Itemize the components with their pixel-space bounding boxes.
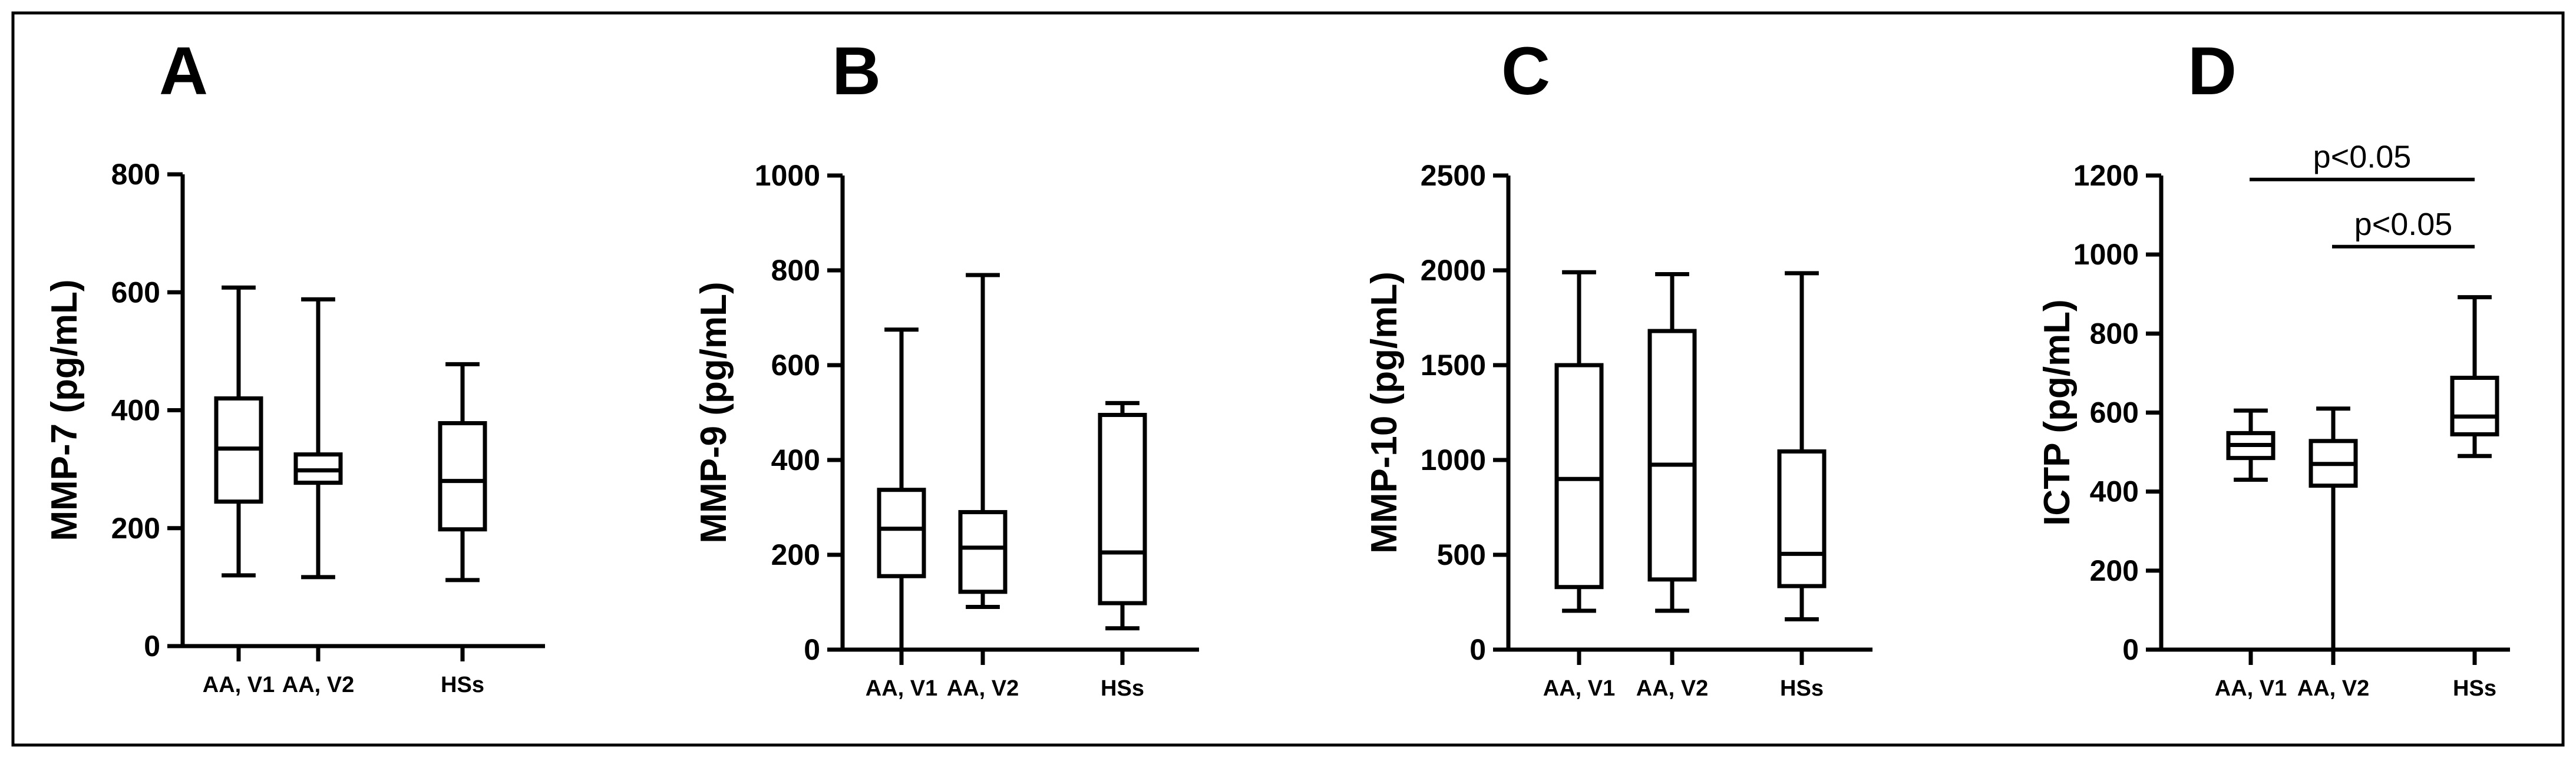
iqr-box [438,421,487,532]
x-category-label: AA, V1 [203,673,275,697]
y-tick-label: 1200 [2073,159,2139,192]
box-plot-2 [438,362,487,582]
panel-letter: B [832,34,881,109]
y-axis-title: ICTP (pg/mL) [2037,299,2078,526]
box-plot-2 [1098,400,1147,631]
y-tick-label: 800 [2090,317,2139,350]
chart-panel-c: C 0 500 1000 1500 2000 2500 MMP-10 (pg/mL) AA, V… [1364,34,1872,701]
x-category-label: AA, V1 [866,676,937,701]
x-category-label: HSs [1780,676,1824,701]
y-tick-label: 2000 [1421,254,1486,287]
y-tick-label: 400 [2090,475,2139,508]
iqr-box [1098,413,1147,605]
y-tick-label: 2500 [1421,159,1486,192]
box-plot-2 [2450,295,2499,458]
box-plot-0 [214,285,263,578]
y-tick-label: 200 [2090,554,2139,587]
x-category-label: AA, V1 [1543,676,1615,701]
box-plot-0 [1554,270,1604,613]
y-tick-label: 1000 [755,159,820,192]
iqr-box [877,488,926,578]
chart-panel-b: B 0 200 400 600 800 1000 MMP-9 (pg/mL) AA, V1 AA,… [693,34,1199,701]
iqr-box [1777,449,1827,588]
x-category-label: AA, V2 [2297,676,2369,701]
chart-panel-d: D 0 200 400 600 800 1000 1200 ICTP (pg/mL) AA, V1… [2037,34,2510,701]
box-plot-2 [1777,271,1827,621]
box-plot-0 [2226,408,2276,482]
y-tick-label: 0 [1469,633,1486,666]
iqr-box [958,510,1008,594]
chart-panel-a: A 0 200 400 600 800 MMP-7 (pg/mL) AA, V1 AA, V2 H… [44,34,545,697]
box-plot-1 [293,297,343,580]
y-tick-label: 200 [771,538,820,571]
significance-annotation: p<0.05 [2250,140,2475,181]
y-tick-label: 1000 [2073,238,2139,271]
y-tick-label: 400 [111,394,160,427]
x-category-label: AA, V2 [1636,676,1708,701]
y-axis-title: MMP-9 (pg/mL) [693,282,734,543]
box-plot-1 [1647,272,1697,613]
x-category-label: HSs [2453,676,2496,701]
figure-frame [11,11,2565,747]
x-category-label: HSs [1101,676,1144,701]
y-tick-label: 1500 [1421,349,1486,382]
y-tick-label: 500 [1437,538,1486,571]
box-plot-1 [2309,406,2358,652]
y-axis-title: MMP-7 (pg/mL) [44,279,85,541]
box-plot-1 [958,273,1008,610]
significance-label: p<0.05 [2313,140,2412,175]
iqr-box [1647,329,1697,582]
y-tick-label: 600 [2090,396,2139,429]
x-category-label: AA, V1 [2215,676,2287,701]
x-category-label: HSs [441,673,484,697]
y-tick-label: 400 [771,443,820,476]
panel-letter: D [2188,34,2237,109]
significance-label: p<0.05 [2354,207,2453,242]
x-category-label: AA, V2 [282,673,354,697]
y-tick-label: 600 [111,276,160,309]
significance-annotation: p<0.05 [2332,207,2475,249]
panel-letter: C [1501,34,1550,109]
y-tick-label: 0 [144,630,160,663]
y-tick-label: 800 [111,158,160,191]
y-tick-label: 800 [771,254,820,287]
y-axis-title: MMP-10 (pg/mL) [1364,272,1405,554]
y-tick-label: 0 [804,633,820,666]
panel-letter: A [159,34,208,109]
x-category-label: AA, V2 [947,676,1019,701]
y-tick-label: 1000 [1421,443,1486,476]
panels: A 0 200 400 600 800 MMP-7 (pg/mL) AA, V1 AA, V2 H… [44,34,2510,701]
y-tick-label: 0 [2122,633,2139,666]
iqr-box [2450,375,2499,436]
y-tick-label: 600 [771,349,820,382]
box-plot-0 [877,327,926,652]
iqr-box [1554,363,1604,590]
y-tick-label: 200 [111,512,160,545]
